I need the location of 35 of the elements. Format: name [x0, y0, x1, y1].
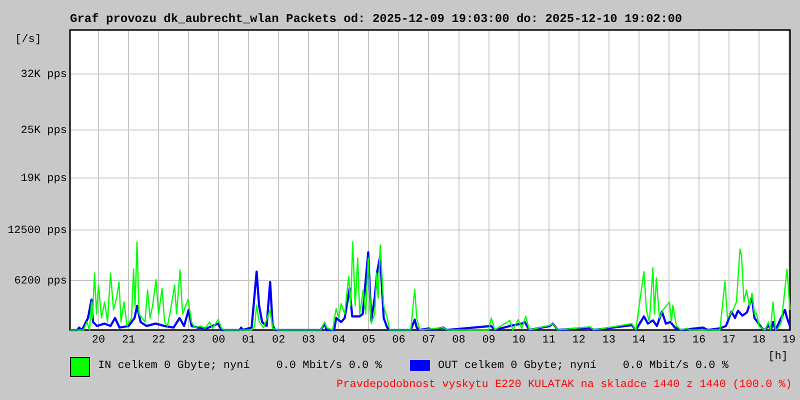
legend-label: IN celkem 0 Gbyte; nyní 0.0 Mbit/s 0.0 %: [98, 360, 382, 372]
x-tick-label: 10: [512, 334, 526, 347]
x-tick-label: 13: [602, 334, 616, 347]
x-tick-label: 04: [332, 334, 346, 347]
x-tick-label: 01: [242, 334, 256, 347]
x-tick-label: 18: [752, 334, 766, 347]
x-tick-label: 11: [542, 334, 556, 347]
x-tick-label: 00: [212, 334, 226, 347]
chart-title: Graf provozu dk_aubrecht_wlan Packets od: 2025-12-09 19:03:00 do: 2025-12-10 19:02:00: [70, 12, 682, 26]
x-tick-label: 19: [782, 334, 796, 347]
x-tick-label: 12: [572, 334, 586, 347]
y-tick-label: 25K pps: [20, 124, 67, 137]
x-tick-label: 22: [152, 334, 166, 347]
x-tick-label: 20: [92, 334, 106, 347]
x-tick-label: 09: [482, 334, 496, 347]
x-tick-label: 07: [422, 334, 436, 347]
x-tick-label: 17: [722, 334, 736, 347]
text: Pravdepodobnost vyskytu E220 KULATAK na skladce 1440 z 1440 (100.0 %): [336, 379, 792, 391]
legend-label: OUT celkem 0 Gbyte; nyní 0.0 Mbit/s 0.0 %: [438, 360, 728, 372]
x-tick-label: 06: [392, 334, 406, 347]
x-tick-label: 05: [362, 334, 376, 347]
x-tick-label: 02: [272, 334, 286, 347]
y-tick-label: 19K pps: [20, 172, 67, 185]
x-tick-label: 08: [452, 334, 466, 347]
x-tick-label: 16: [692, 334, 706, 347]
y-tick-label: 12500 pps: [8, 224, 67, 237]
x-tick-label: 21: [122, 334, 136, 347]
x-tick-label: 23: [182, 334, 196, 347]
y-tick-label: 6200 pps: [14, 275, 67, 288]
x-tick-label: 03: [302, 334, 316, 347]
x-tick-label: 15: [662, 334, 676, 347]
x-axis-title: [h]: [768, 351, 788, 363]
x-tick-label: 14: [632, 334, 646, 347]
y-axis-title: [/s]: [15, 34, 42, 46]
y-tick-label: 32K pps: [20, 68, 67, 81]
